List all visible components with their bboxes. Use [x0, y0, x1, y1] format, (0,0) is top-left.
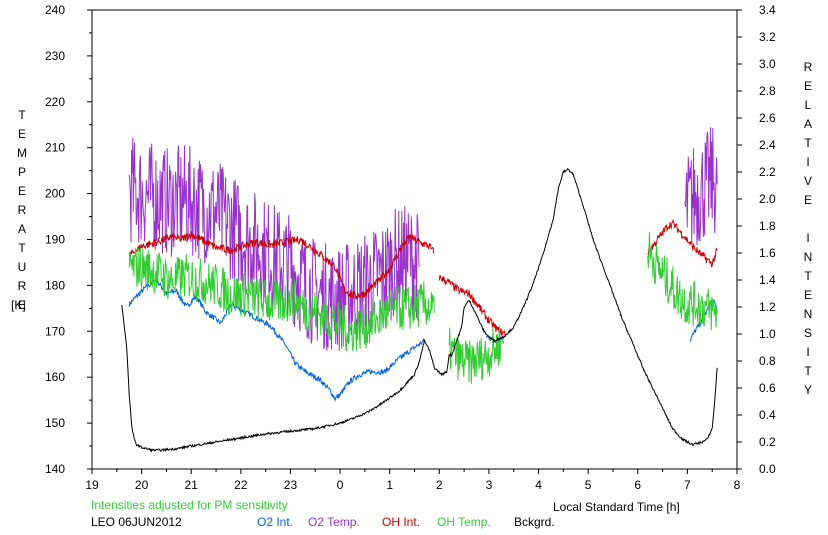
x-tick-label: 8 — [734, 478, 741, 492]
y-left-tick-label: 210 — [45, 141, 65, 155]
y-left-tick-label: 170 — [45, 324, 65, 338]
x-tick-label: 7 — [684, 478, 691, 492]
legend-oh-temp: OH Temp. — [437, 515, 491, 529]
y-right-tick-label: 2.6 — [759, 111, 776, 125]
y-right-tick-label: 1.0 — [759, 327, 776, 341]
y-left-tick-label: 150 — [45, 416, 65, 430]
x-tick-label: 1 — [386, 478, 393, 492]
x-tick-label: 19 — [85, 478, 99, 492]
x-tick-label: 23 — [284, 478, 298, 492]
y-left-tick-label: 160 — [45, 370, 65, 384]
station-date-label: LEO 06JUN2012 — [91, 515, 182, 529]
x-axis: 19 20 21 22 23 0 1 2 3 4 5 6 7 8 — [85, 469, 741, 492]
y-right-tick-label: 2.8 — [759, 84, 776, 98]
x-tick-label: 22 — [234, 478, 248, 492]
x-axis-title: Local Standard Time [h] — [553, 500, 680, 514]
y-right-tick-label: 0.2 — [759, 435, 776, 449]
y-right-tick-label: 1.2 — [759, 300, 776, 314]
y-left-tick-label: 180 — [45, 278, 65, 292]
y-axis-left-unit: [K] — [11, 298, 26, 312]
y-left-tick-label: 220 — [45, 95, 65, 109]
y-left-tick-label: 200 — [45, 187, 65, 201]
series-layer — [121, 127, 718, 453]
y-right-tick-label: 1.8 — [759, 219, 776, 233]
x-tick-label: 5 — [585, 478, 592, 492]
y-axis-right-title: R E L A T I V E I N T E N S I T Y — [803, 60, 813, 397]
series-line-oh-int — [128, 231, 435, 301]
x-tick-label: 2 — [436, 478, 443, 492]
y-right-tick-label: 3.2 — [759, 30, 776, 44]
series-line-o2-temp — [128, 137, 420, 351]
legend-bckgrd: Bckgrd. — [514, 515, 555, 529]
x-tick-label: 0 — [337, 478, 344, 492]
x-tick-label: 21 — [185, 478, 199, 492]
y-right-tick-label: 0.0 — [759, 462, 776, 476]
y-right-tick-label: 0.8 — [759, 354, 776, 368]
y-axis-left-title: T E M P E R A T U R E — [17, 108, 27, 312]
series-line-oh-int — [647, 218, 718, 268]
y-right-tick-label: 1.4 — [759, 273, 776, 287]
series-line-o2-int — [128, 278, 425, 402]
series-line-oh-temp — [448, 326, 505, 385]
x-tick-label: 20 — [135, 478, 149, 492]
y-right-tick-label: 1.6 — [759, 246, 776, 260]
y-right-tick-label: 2.2 — [759, 165, 776, 179]
series-line-o2-int — [485, 335, 505, 345]
y-left-tick-label: 190 — [45, 233, 65, 247]
series-line-bckgrd — [121, 167, 718, 453]
y-right-tick-label: 0.4 — [759, 408, 776, 422]
y-right-tick-label: 2.4 — [759, 138, 776, 152]
y-right-tick-label: 3.0 — [759, 57, 776, 71]
y-left-tick-label: 140 — [45, 462, 65, 476]
series-line-oh-temp — [128, 247, 435, 352]
y-left-tick-label: 240 — [45, 3, 65, 17]
series-line-oh-int — [438, 274, 507, 337]
x-tick-label: 3 — [486, 478, 493, 492]
legend-o2-temp: O2 Temp. — [308, 515, 360, 529]
y-right-tick-label: 2.0 — [759, 192, 776, 206]
series-line-oh-temp — [647, 232, 718, 331]
legend-o2-int: O2 Int. — [257, 515, 294, 529]
x-tick-label: 6 — [634, 478, 641, 492]
y-axis-right: 0.0 0.2 0.4 0.6 0.8 1.0 1.2 1.4 1.6 1.8 2.0 2.2 2.4 2… — [737, 3, 776, 476]
x-tick-label: 4 — [535, 478, 542, 492]
y-right-tick-label: 0.6 — [759, 381, 776, 395]
sensitivity-note: Intensities adjusted for PM sensitivity — [91, 498, 288, 512]
y-axis-left: 140 150 160 170 180 190 200 210 220 230 240 — [45, 3, 92, 476]
series-line-o2-temp — [684, 127, 718, 246]
y-left-tick-label: 230 — [45, 49, 65, 63]
legend-oh-int: OH Int. — [382, 515, 421, 529]
y-right-tick-label: 3.4 — [759, 3, 776, 17]
